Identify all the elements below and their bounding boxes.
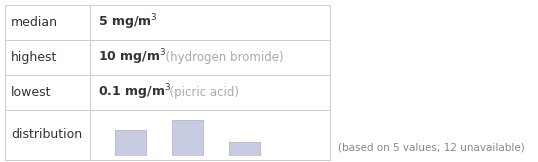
Bar [115,130,146,156]
Text: 5 mg/m$^3$: 5 mg/m$^3$ [98,13,158,32]
Bar [229,142,260,156]
Text: (hydrogen bromide): (hydrogen bromide) [158,51,284,64]
Text: 10 mg/m$^3$: 10 mg/m$^3$ [98,48,166,67]
Text: lowest: lowest [11,86,52,99]
Text: median: median [11,16,58,29]
Text: (picric acid): (picric acid) [162,86,239,99]
Text: 0.1 mg/m$^3$: 0.1 mg/m$^3$ [98,83,171,102]
Bar [172,120,203,156]
Text: (based on 5 values; 12 unavailable): (based on 5 values; 12 unavailable) [338,142,525,152]
Text: distribution: distribution [11,128,82,141]
Text: highest: highest [11,51,58,64]
